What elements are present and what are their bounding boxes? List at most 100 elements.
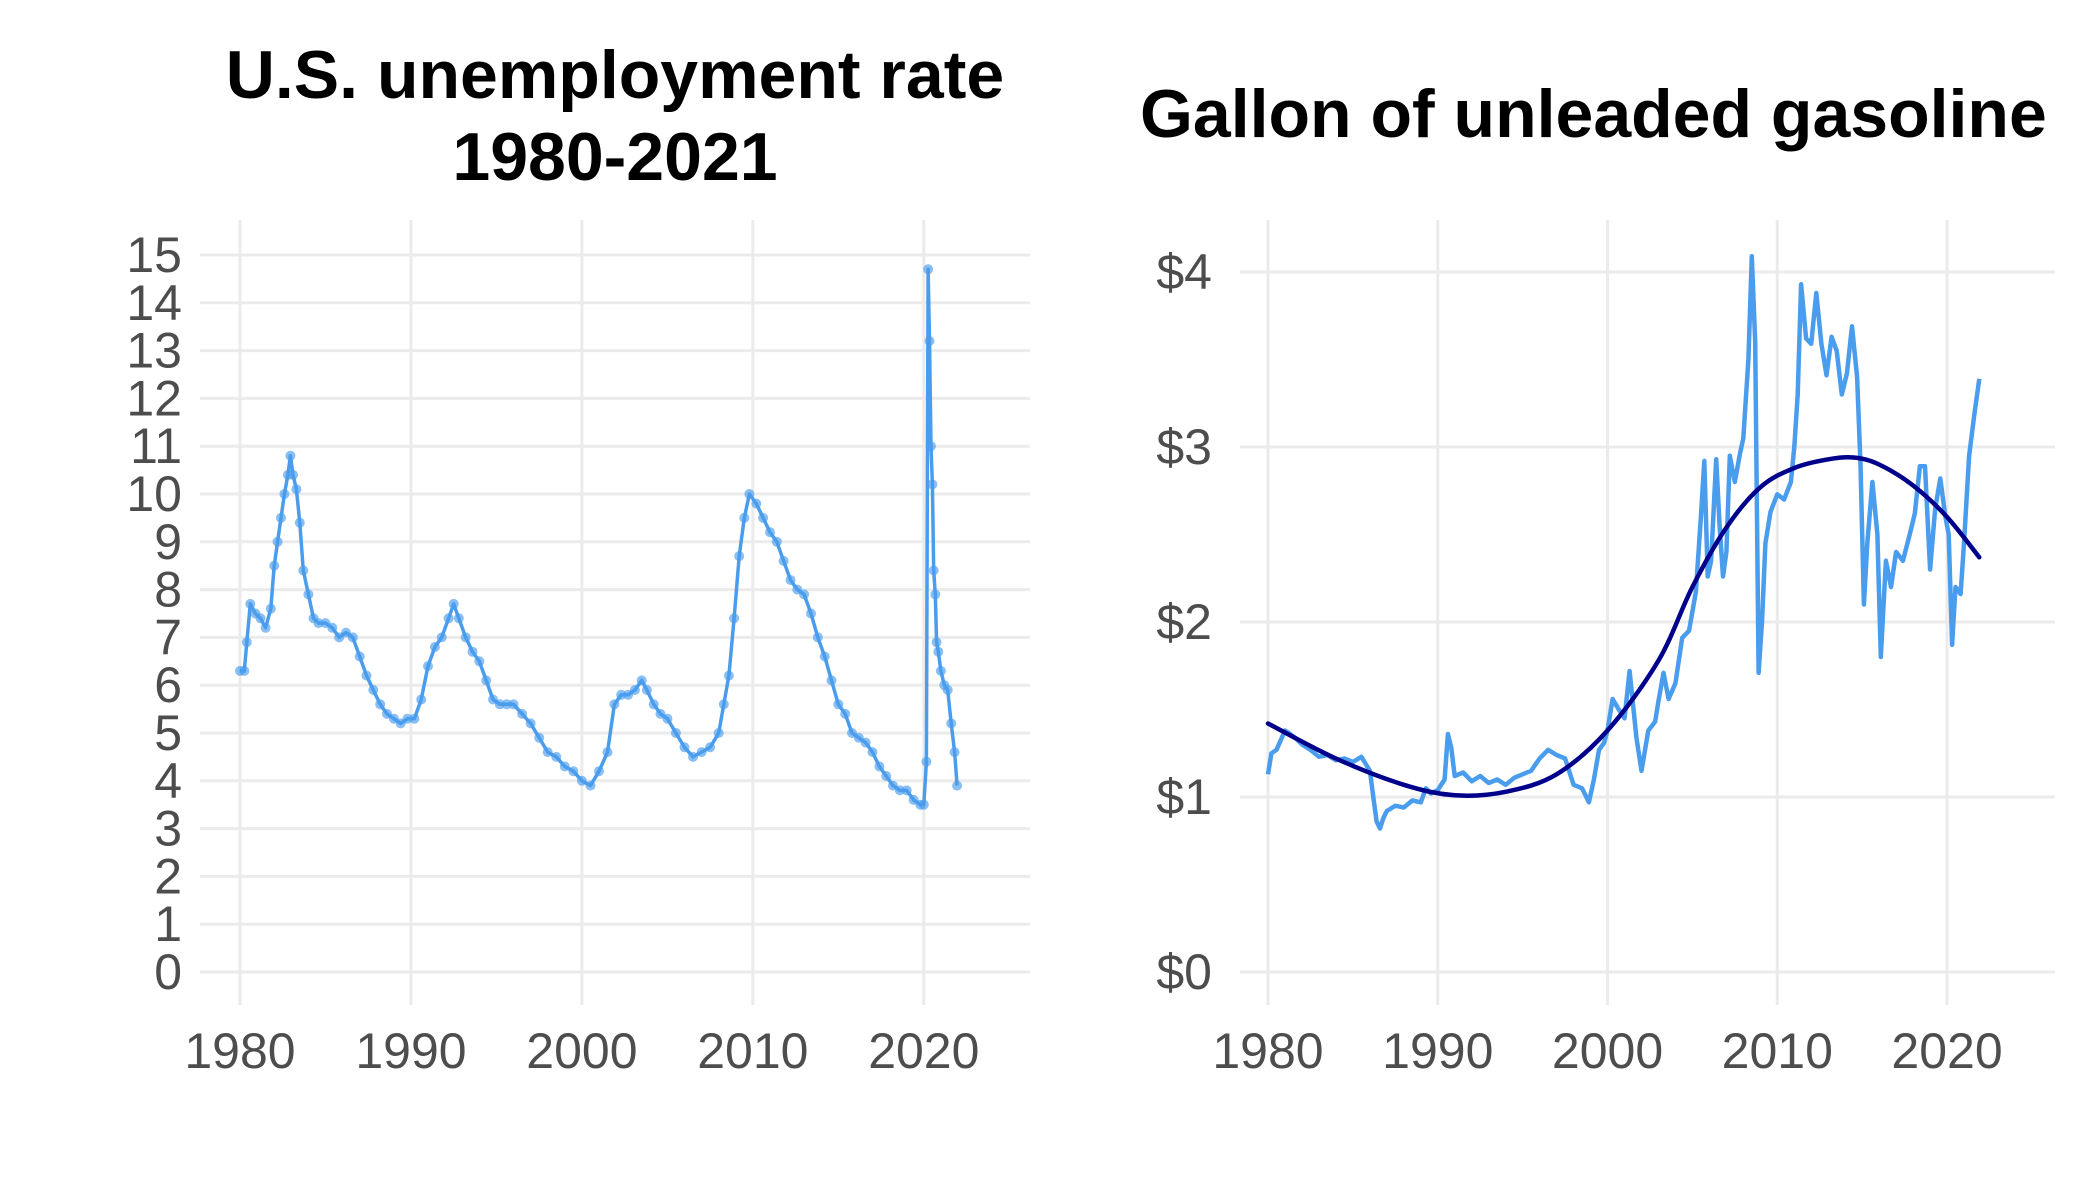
gasoline-y-tick-label: $3 bbox=[1156, 419, 1212, 475]
unemployment-point bbox=[568, 766, 579, 777]
unemployment-point bbox=[758, 512, 769, 523]
unemployment-point bbox=[819, 651, 830, 662]
unemployment-point bbox=[460, 632, 471, 643]
unemployment-point bbox=[928, 565, 939, 576]
unemployment-point bbox=[860, 737, 871, 748]
unemployment-point bbox=[933, 646, 944, 657]
unemployment-y-tick-label: 0 bbox=[154, 944, 182, 1000]
unemployment-point bbox=[443, 613, 454, 624]
unemployment-point bbox=[840, 708, 851, 719]
unemployment-chart-subtitle: 1980-2021 bbox=[452, 119, 777, 195]
gasoline-trend bbox=[1265, 454, 1982, 798]
unemployment-point bbox=[313, 618, 324, 629]
unemployment-y-tick-label: 10 bbox=[126, 466, 182, 522]
gasoline-y-tick-label: $4 bbox=[1156, 244, 1212, 300]
unemployment-y-tick-label: 14 bbox=[126, 275, 182, 331]
unemployment-point bbox=[265, 603, 276, 614]
unemployment-point bbox=[279, 489, 290, 499]
unemployment-gridlines bbox=[200, 220, 1030, 1005]
unemployment-point bbox=[402, 713, 413, 724]
unemployment-y-tick-label: 3 bbox=[154, 801, 182, 857]
unemployment-point bbox=[648, 699, 659, 710]
unemployment-point bbox=[517, 708, 528, 719]
unemployment-point bbox=[931, 637, 942, 648]
unemployment-point bbox=[288, 469, 298, 480]
unemployment-point bbox=[867, 747, 878, 758]
gasoline-gridlines bbox=[1240, 220, 2055, 1005]
unemployment-point bbox=[429, 642, 440, 652]
unemployment-point bbox=[609, 699, 620, 710]
unemployment-point bbox=[602, 747, 613, 758]
unemployment-point bbox=[559, 761, 570, 772]
unemployment-point bbox=[952, 780, 963, 791]
unemployment-y-tick-label: 2 bbox=[154, 848, 182, 904]
unemployment-point bbox=[361, 670, 372, 681]
gasoline-trend-line bbox=[1265, 454, 1982, 798]
unemployment-y-tick-label: 6 bbox=[154, 657, 182, 713]
unemployment-point bbox=[368, 685, 379, 695]
unemployment-point bbox=[942, 685, 953, 695]
unemployment-point bbox=[436, 632, 447, 643]
unemployment-point bbox=[636, 675, 647, 686]
unemployment-point bbox=[354, 651, 365, 662]
gasoline-y-tick-label: $1 bbox=[1156, 769, 1212, 825]
unemployment-point bbox=[881, 771, 892, 781]
unemployment-point bbox=[924, 336, 935, 346]
gasoline-x-tick-label: 2020 bbox=[1891, 1023, 2002, 1079]
unemployment-point bbox=[739, 512, 750, 523]
unemployment-point bbox=[696, 747, 707, 758]
gasoline-x-tick-label: 1980 bbox=[1212, 1023, 1323, 1079]
gasoline-y-axis: $0 $1 $2 $3 $4 bbox=[1156, 244, 1212, 1000]
unemployment-point bbox=[874, 761, 885, 772]
unemployment-point bbox=[833, 699, 844, 710]
gasoline-chart-panel: Gallon of unleaded gasoline $0 $1 $2 $3 $4 1… bbox=[1140, 76, 2055, 1079]
unemployment-point bbox=[751, 498, 762, 509]
unemployment-point bbox=[901, 785, 912, 796]
unemployment-point bbox=[744, 489, 755, 499]
unemployment-point bbox=[688, 751, 698, 762]
unemployment-point bbox=[272, 536, 283, 547]
unemployment-x-tick-label: 1980 bbox=[184, 1023, 295, 1079]
unemployment-point bbox=[718, 699, 729, 710]
unemployment-point bbox=[494, 699, 505, 710]
gasoline-x-tick-label: 1990 bbox=[1382, 1023, 1493, 1079]
unemployment-point bbox=[935, 665, 946, 676]
unemployment-point bbox=[294, 517, 305, 528]
unemployment-point bbox=[409, 713, 420, 724]
unemployment-point bbox=[481, 675, 492, 686]
unemployment-point bbox=[662, 713, 673, 724]
unemployment-point bbox=[927, 479, 938, 490]
unemployment-x-axis: 1980 1990 2000 2010 2020 bbox=[184, 1023, 979, 1079]
unemployment-point bbox=[785, 575, 796, 585]
gasoline-y-tick-label: $0 bbox=[1156, 944, 1212, 1000]
unemployment-point bbox=[930, 589, 941, 600]
unemployment-point bbox=[921, 756, 932, 767]
unemployment-point bbox=[765, 527, 775, 538]
unemployment-point bbox=[771, 536, 782, 547]
unemployment-point bbox=[423, 661, 433, 672]
unemployment-point bbox=[303, 589, 314, 600]
unemployment-point bbox=[327, 622, 338, 633]
unemployment-point bbox=[616, 689, 627, 700]
unemployment-point bbox=[826, 675, 837, 686]
unemployment-point bbox=[467, 646, 478, 657]
unemployment-point bbox=[276, 512, 286, 523]
unemployment-y-tick-label: 12 bbox=[126, 370, 182, 426]
gasoline-y-tick-label: $2 bbox=[1156, 594, 1212, 650]
unemployment-point bbox=[525, 718, 536, 729]
unemployment-y-tick-label: 15 bbox=[126, 227, 182, 283]
unemployment-y-tick-label: 4 bbox=[154, 753, 182, 809]
unemployment-point bbox=[946, 718, 957, 729]
unemployment-point bbox=[453, 613, 464, 624]
unemployment-point bbox=[551, 751, 562, 762]
unemployment-point bbox=[448, 598, 459, 609]
unemployment-point bbox=[705, 742, 716, 753]
unemployment-y-tick-label: 8 bbox=[154, 562, 182, 618]
unemployment-point bbox=[269, 560, 280, 571]
gasoline-x-tick-label: 2010 bbox=[1722, 1023, 1833, 1079]
unemployment-point bbox=[416, 694, 427, 705]
gasoline-series bbox=[1265, 254, 1982, 831]
unemployment-y-tick-label: 7 bbox=[154, 609, 182, 665]
